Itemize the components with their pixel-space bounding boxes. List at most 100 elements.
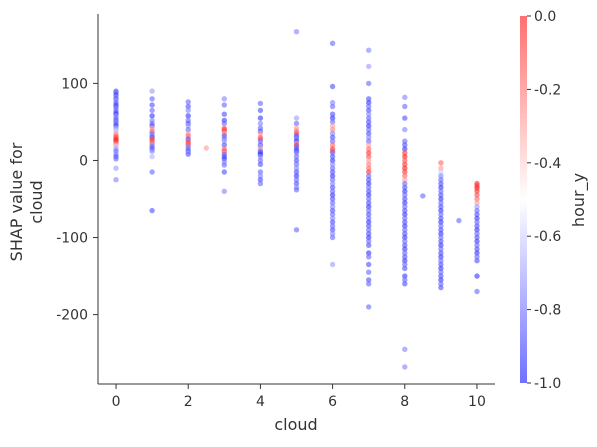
scatter-point [293, 173, 300, 179]
scatter-point [402, 227, 408, 233]
scatter-point [474, 254, 480, 260]
scatter-point [438, 273, 444, 279]
scatter-point [402, 177, 408, 183]
scatter-point [402, 161, 408, 167]
scatter-point [366, 192, 372, 198]
scatter-point [329, 180, 336, 187]
scatter-point [366, 103, 372, 110]
scatter-point [438, 261, 444, 268]
scatter-point [366, 277, 372, 283]
scatter-point [366, 153, 372, 160]
y-axis-label-line-2: cloud [27, 180, 46, 223]
scatter-point [329, 138, 336, 144]
scatter-point [329, 115, 336, 121]
colorbar-tick-label: -0.6 [534, 229, 561, 245]
scatter-point [402, 126, 408, 133]
scatter-point [474, 250, 480, 256]
scatter-point [329, 196, 336, 202]
scatter-point [293, 29, 300, 35]
scatter-point [402, 192, 408, 198]
scatter-point [438, 242, 444, 248]
scatter-point [366, 281, 372, 287]
x-ticks: 0 2 4 6 8 10 [112, 384, 486, 410]
scatter-point [149, 96, 155, 102]
scatter-point [329, 184, 336, 191]
scatter-point [113, 165, 119, 171]
scatter-point [221, 96, 227, 102]
scatter-point [402, 265, 408, 272]
scatter-point [366, 254, 372, 260]
scatter-point [185, 151, 191, 157]
scatter-point [293, 169, 300, 175]
scatter-point [438, 284, 444, 291]
scatter-point [257, 173, 264, 179]
x-tick-label: 2 [184, 394, 193, 410]
scatter-point [438, 250, 444, 256]
scatter-point [366, 119, 372, 125]
scatter-point [293, 180, 300, 187]
scatter-point [257, 157, 264, 164]
scatter-point [366, 47, 372, 53]
scatter-point [257, 100, 264, 107]
scatter-point [366, 138, 372, 144]
scatter-point [329, 207, 336, 214]
scatter-point [402, 204, 408, 210]
scatter-point [329, 161, 336, 167]
scatter-point [402, 94, 408, 101]
scatter-point [402, 196, 408, 202]
scatter-point [402, 223, 408, 229]
y-axis-label: SHAP value for cloud [7, 142, 46, 261]
scatter-point [329, 173, 336, 179]
scatter-point [366, 196, 372, 202]
scatter-point [293, 150, 300, 156]
scatter-point [366, 269, 372, 275]
x-tick-label: 6 [328, 394, 337, 410]
colorbar-tick-label: 0.0 [534, 9, 556, 25]
scatter-point [438, 281, 444, 287]
scatter-point [366, 63, 372, 70]
scatter-point [329, 215, 336, 221]
scatter-point [438, 200, 444, 206]
scatter-point [329, 211, 336, 218]
y-ticks: 100 0 -100 -200 [56, 76, 98, 324]
scatter-point [438, 234, 444, 241]
scatter-point [293, 153, 300, 160]
y-axis-label-line-1: SHAP value for [7, 142, 26, 261]
scatter-point [221, 120, 227, 127]
x-tick-label: 8 [400, 394, 409, 410]
scatter-point [329, 150, 336, 156]
scatter-point [329, 261, 336, 268]
scatter-point [366, 200, 372, 206]
scatter-point [203, 145, 209, 151]
scatter-point [329, 130, 336, 137]
scatter-point [366, 165, 372, 171]
scatter-point [438, 258, 444, 264]
scatter-point [329, 192, 336, 198]
scatter-point [366, 130, 372, 137]
scatter-point [438, 254, 444, 260]
scatter-point [402, 184, 408, 191]
scatter-point [329, 126, 336, 133]
scatter-point [474, 215, 480, 221]
scatter-point [474, 204, 480, 210]
scatter-point [402, 346, 408, 352]
scatter-point [185, 113, 191, 119]
scatter-point [257, 115, 264, 121]
scatter-point [329, 223, 336, 229]
scatter-point [185, 123, 191, 129]
scatter-point [474, 231, 480, 237]
scatter-point [402, 173, 408, 179]
scatter-point [329, 177, 336, 183]
scatter-point [438, 192, 444, 198]
scatter-point [293, 165, 300, 171]
scatter-point [474, 223, 480, 229]
scatter-point [329, 165, 336, 171]
scatter-point [293, 161, 300, 167]
scatter-point [438, 227, 444, 233]
scatter-point [221, 169, 227, 175]
scatter-point [366, 184, 372, 191]
scatter-point [366, 142, 372, 148]
scatter-point [366, 169, 372, 175]
scatter-point [366, 250, 372, 256]
scatter-point [474, 188, 480, 194]
